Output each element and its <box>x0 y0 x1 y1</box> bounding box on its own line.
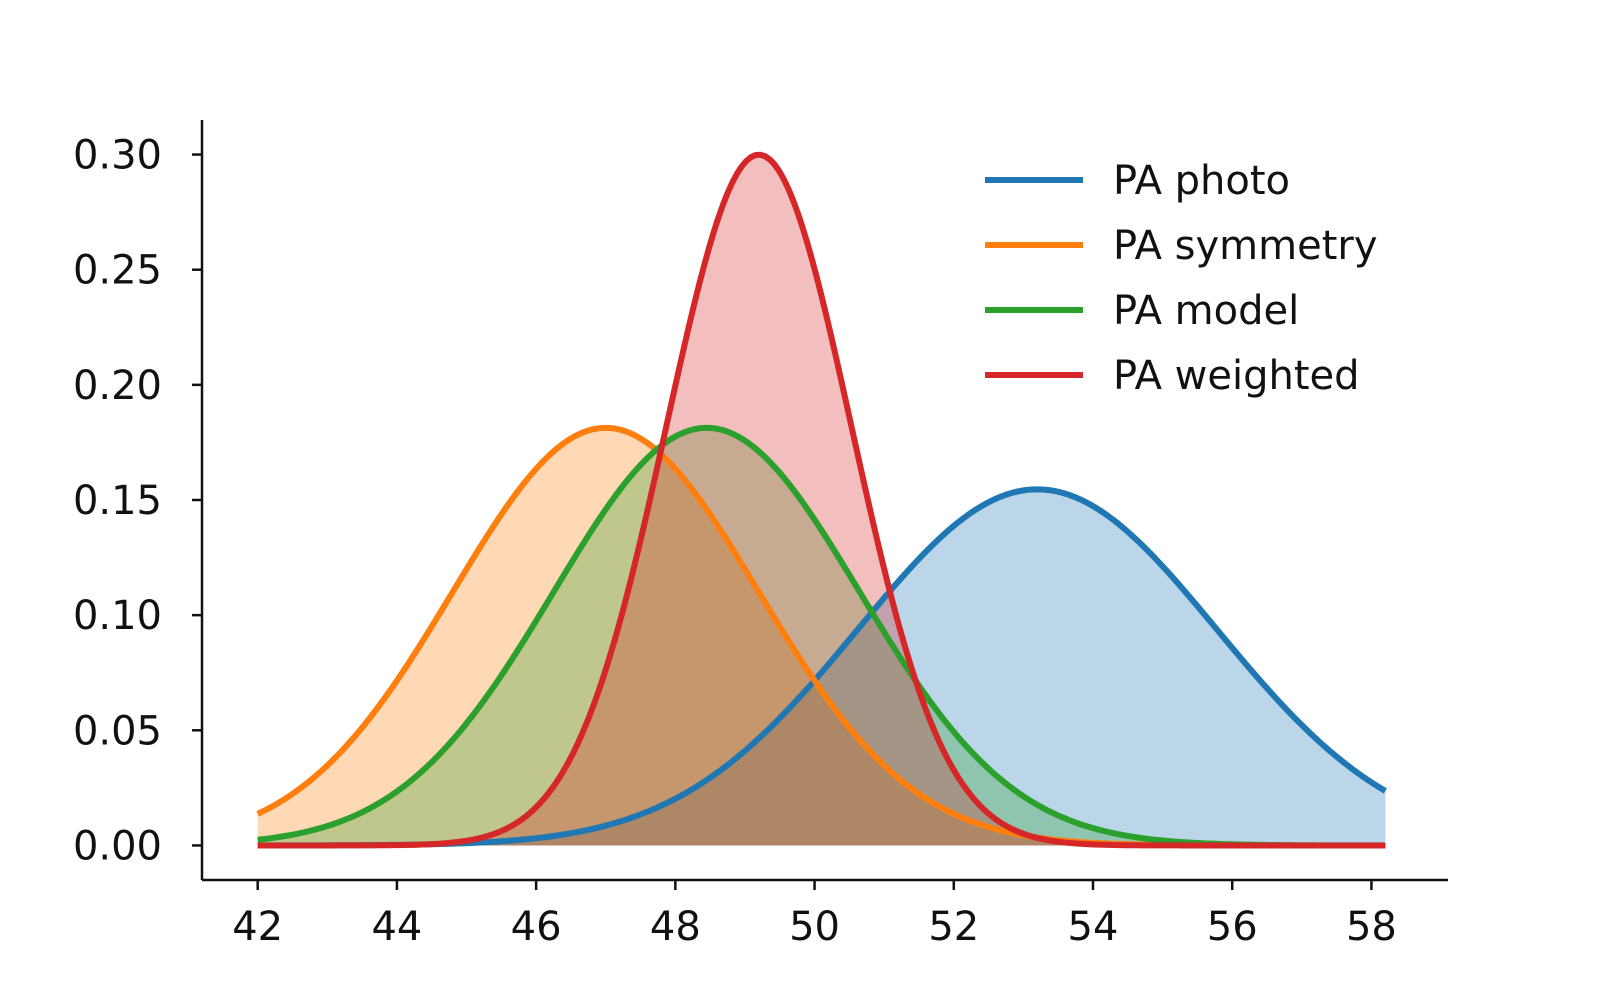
x-tick-label: 56 <box>1207 904 1258 950</box>
y-tick-label: 0.10 <box>73 593 162 639</box>
legend: PA photo PA symmetry PA model PA weighted <box>985 158 1378 399</box>
x-tick-label: 58 <box>1346 904 1397 950</box>
x-tick-label: 42 <box>232 904 283 950</box>
x-tick-label: 54 <box>1068 904 1119 950</box>
series-fills <box>257 154 1386 846</box>
x-tick-label: 48 <box>650 904 701 950</box>
area-pa-model <box>257 427 1386 846</box>
y-tick-label: 0.25 <box>73 248 162 294</box>
y-tick-label: 0.30 <box>73 133 162 179</box>
y-tick-label: 0.20 <box>73 363 162 409</box>
line-pa-weighted <box>257 151 1386 849</box>
x-tick-label: 50 <box>789 904 840 950</box>
x-tick-label: 44 <box>371 904 422 950</box>
x-tick-label: 52 <box>928 904 979 950</box>
area-pa-photo <box>257 489 1386 846</box>
y-ticks: 0.00 0.05 0.10 0.15 0.20 0.25 0.30 <box>73 133 202 869</box>
y-tick-label: 0.00 <box>73 823 162 869</box>
area-pa-weighted <box>257 154 1386 846</box>
x-ticks: 42 44 46 48 50 52 54 56 58 <box>232 880 1397 950</box>
legend-label-pa-symmetry: PA symmetry <box>1113 223 1378 269</box>
series-lines <box>256 151 1387 849</box>
legend-label-pa-photo: PA photo <box>1113 158 1290 204</box>
y-tick-label: 0.15 <box>73 478 162 524</box>
x-tick-label: 46 <box>511 904 562 950</box>
area-pa-symmetry <box>257 427 1386 846</box>
y-tick-label: 0.05 <box>73 708 162 754</box>
legend-label-pa-model: PA model <box>1113 288 1299 334</box>
legend-label-pa-weighted: PA weighted <box>1113 353 1360 399</box>
